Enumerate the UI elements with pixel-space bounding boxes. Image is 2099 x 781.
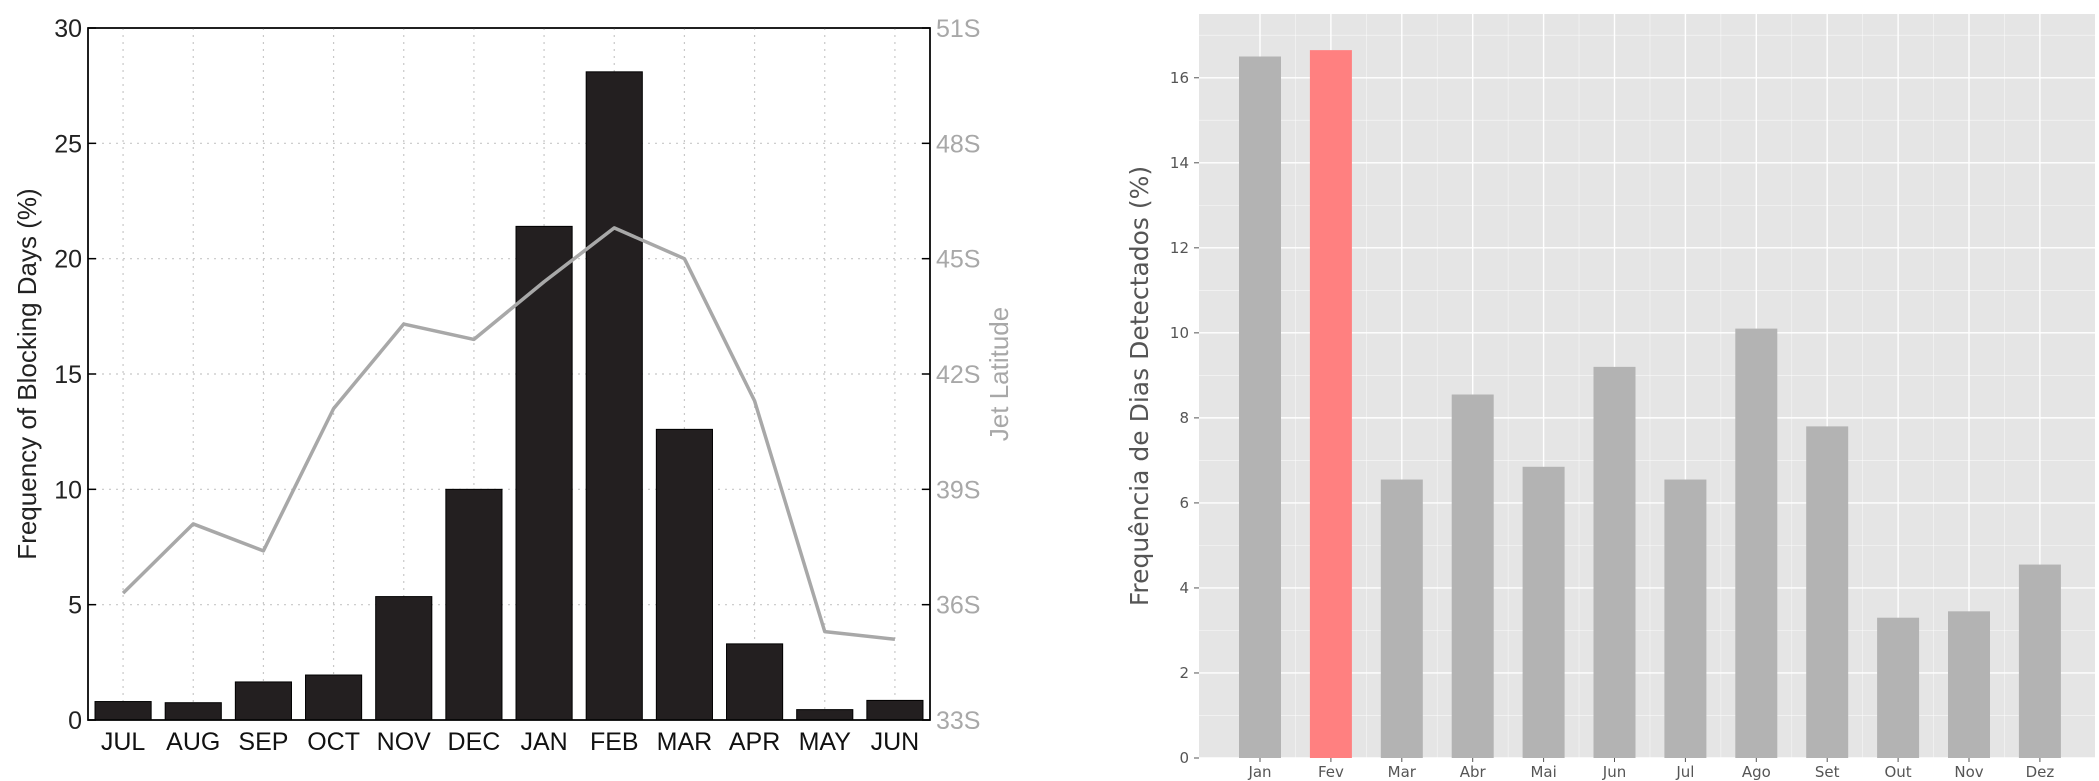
- left-x-tick-label: AUG: [166, 728, 220, 756]
- blocking-bar-jan: [515, 225, 573, 721]
- right-x-tick-label: Nov: [1954, 763, 1983, 781]
- right-chart: Frequência de Dias Detectados (%) 0 2 4 6 8 1…: [1125, 14, 2095, 781]
- left-y-tick-label: 20: [54, 246, 82, 274]
- blocking-bar-apr: [726, 643, 784, 721]
- blocking-bar-feb: [585, 71, 643, 721]
- blocking-bar-sep: [234, 681, 292, 721]
- left-y-tick-label: 25: [54, 130, 82, 158]
- right-y-tick-label: 16: [1170, 69, 1189, 87]
- frequency-bar-mar: [1380, 479, 1423, 758]
- left-x-tick-label: MAY: [799, 728, 852, 756]
- right-x-tick-label: Jul: [1675, 763, 1694, 781]
- left-y-tick-label: 15: [54, 361, 82, 389]
- right-y-tick-label: 8: [1179, 409, 1189, 427]
- blocking-bar-jun: [866, 699, 924, 721]
- right-x-tick-label: Fev: [1318, 763, 1344, 781]
- right-x-tick-label: Out: [1884, 763, 1911, 781]
- left-y2-tick-label: 42S: [936, 361, 980, 389]
- left-y2-tick-label: 36S: [936, 592, 980, 620]
- left-chart: Frequency of Blocking Days (%) Jet Latit…: [12, 15, 1014, 756]
- right-y-tick-label: 12: [1170, 239, 1189, 257]
- frequency-bar-mai: [1522, 466, 1565, 758]
- left-y2-tick-label: 39S: [936, 476, 980, 504]
- left-x-tick-label: SEP: [238, 728, 288, 756]
- right-y-tick-label: 14: [1170, 154, 1189, 172]
- left-y-tick-label: 10: [54, 476, 82, 504]
- right-y-tick-label: 0: [1179, 749, 1189, 767]
- left-x-tick-label: OCT: [307, 728, 360, 756]
- frequency-bar-set: [1806, 426, 1849, 758]
- left-y-tick-label: 30: [54, 15, 82, 43]
- blocking-bar-may: [796, 709, 854, 721]
- right-y-axis-label: Frequência de Dias Detectados (%): [1125, 166, 1154, 606]
- blocking-bar-dec: [445, 488, 503, 721]
- left-x-tick-label: DEC: [448, 728, 501, 756]
- left-x-tick-label: FEB: [590, 728, 639, 756]
- right-x-tick-label: Ago: [1742, 763, 1771, 781]
- right-y-tick-label: 6: [1179, 494, 1189, 512]
- right-x-tick-label: Jun: [1602, 763, 1626, 781]
- frequency-bar-out: [1877, 617, 1920, 758]
- frequency-bar-nov: [1948, 611, 1990, 758]
- left-y2-tick-label: 45S: [936, 246, 980, 274]
- left-x-tick-label: JUL: [101, 728, 146, 756]
- frequency-bar-ago: [1735, 328, 1778, 758]
- left-y-tick-label: 5: [68, 592, 82, 620]
- right-y-tick-label: 10: [1170, 324, 1189, 342]
- blocking-bar-oct: [305, 674, 363, 721]
- left-x-tick-label: JAN: [520, 728, 567, 756]
- left-y2-tick-label: 33S: [936, 707, 980, 735]
- frequency-bar-jun: [1593, 366, 1636, 758]
- jet-latitude-line: [121, 226, 896, 642]
- right-x-tick-label: Mai: [1530, 763, 1556, 781]
- left-x-tick-label: APR: [729, 728, 780, 756]
- blocking-bar-jul: [94, 701, 152, 721]
- left-y-axis-label: Frequency of Blocking Days (%): [12, 188, 42, 559]
- blocking-bar-nov: [375, 596, 433, 721]
- frequency-bar-dez: [2018, 564, 2061, 758]
- left-y-tick-label: 0: [68, 707, 82, 735]
- frequency-bar-fev: [1309, 50, 1352, 758]
- frequency-bar-jan: [1239, 56, 1281, 759]
- right-x-tick-label: Jan: [1247, 763, 1271, 781]
- left-y2-tick-label: 51S: [936, 15, 980, 43]
- frequency-bar-abr: [1451, 394, 1494, 758]
- right-y-tick-label: 4: [1179, 579, 1189, 597]
- right-x-tick-label: Mar: [1388, 763, 1417, 781]
- blocking-bar-mar: [655, 428, 713, 721]
- blocking-bar-aug: [164, 702, 222, 721]
- right-x-tick-label: Dez: [2026, 763, 2055, 781]
- right-x-tick-label: Set: [1815, 763, 1840, 781]
- left-y2-tick-label: 48S: [936, 130, 980, 158]
- left-x-tick-label: NOV: [377, 728, 432, 756]
- left-x-tick-label: MAR: [657, 728, 713, 756]
- right-x-tick-label: Abr: [1460, 763, 1487, 781]
- frequency-bar-jul: [1664, 479, 1707, 758]
- left-x-tick-label: JUN: [871, 728, 920, 756]
- right-y-tick-label: 2: [1179, 664, 1189, 682]
- left-y2-axis-label: Jet Latitude: [984, 307, 1014, 441]
